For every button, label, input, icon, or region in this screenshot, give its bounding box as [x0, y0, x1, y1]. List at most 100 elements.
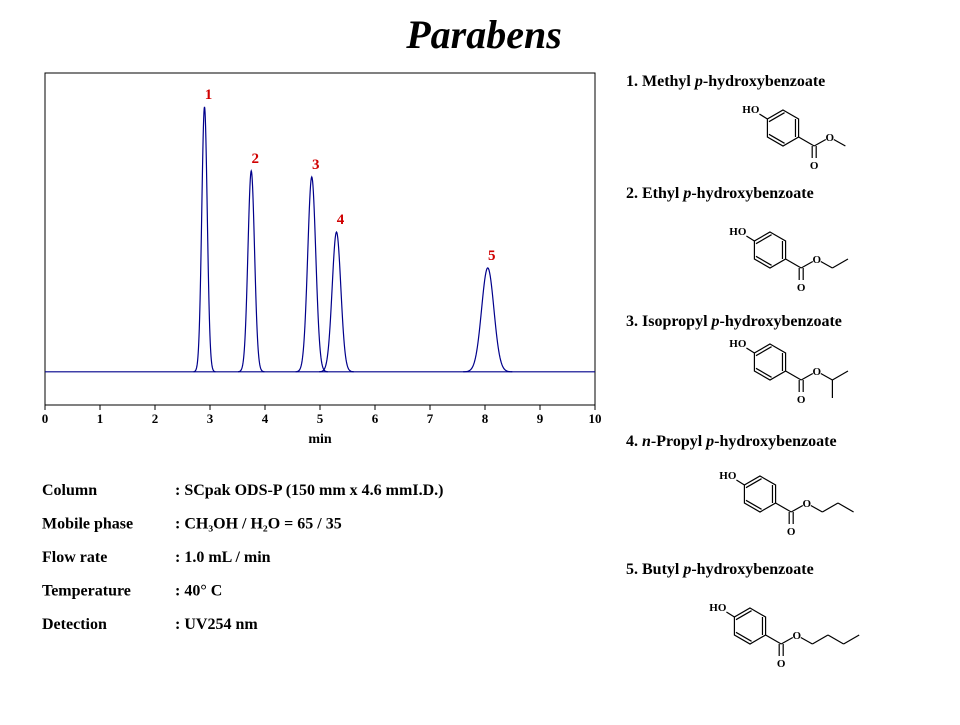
- structure: [736, 475, 854, 524]
- bond: [798, 136, 815, 147]
- compound-name-part: n: [642, 433, 651, 450]
- ring-double-bond: [755, 234, 772, 245]
- compound-name-part: p: [681, 561, 691, 578]
- atom-label: O: [793, 630, 802, 642]
- x-tick-label: 1: [97, 411, 104, 426]
- compound-name-part: 4.: [626, 433, 642, 450]
- peak-label: 5: [488, 248, 496, 264]
- peak-label: 1: [205, 87, 213, 103]
- atom-label: HO: [729, 338, 747, 350]
- ring-double-bond: [755, 346, 772, 357]
- x-axis-label: min: [308, 432, 332, 447]
- compound-name-part: -hydroxybenzoate: [714, 433, 836, 450]
- condition-name: Mobile phase: [42, 516, 133, 533]
- compound-name-part: 5. Butyl: [626, 561, 683, 578]
- ring: [743, 475, 777, 513]
- x-tick-label: 6: [372, 411, 379, 426]
- compound-name-part: p: [704, 433, 714, 450]
- bond: [736, 479, 745, 486]
- bond: [775, 502, 792, 513]
- condition-name: Temperature: [42, 583, 131, 600]
- x-tick-label: 2: [152, 411, 159, 426]
- atom-label: O: [797, 282, 806, 294]
- atom-label: O: [810, 160, 819, 172]
- ring: [733, 607, 767, 645]
- bond: [813, 138, 827, 147]
- ring-double-bond: [745, 499, 762, 510]
- compound-name-part: -hydroxybenzoate: [691, 185, 813, 202]
- bond: [726, 611, 735, 618]
- bond: [820, 372, 833, 381]
- atom-label: O: [826, 132, 835, 144]
- x-tick-label: 8: [482, 411, 489, 426]
- bond: [765, 634, 782, 645]
- atom-label: O: [787, 526, 796, 538]
- bond: [800, 372, 814, 381]
- ring-double-bond: [768, 112, 785, 123]
- ring: [753, 231, 787, 269]
- peak: [319, 230, 354, 373]
- bond: [843, 634, 860, 645]
- atom-label: HO: [719, 470, 737, 482]
- ring-double-bond: [768, 133, 785, 144]
- compound-name-part: -hydroxybenzoate: [720, 313, 842, 330]
- compound-name: 3. Isopropyl p-hydroxybenzoate: [626, 313, 842, 330]
- x-tick-label: 7: [427, 411, 434, 426]
- bond: [780, 636, 794, 645]
- structure: [759, 109, 846, 158]
- peak: [295, 175, 328, 373]
- bond: [832, 258, 849, 269]
- bond: [832, 370, 849, 381]
- condition-value: : UV254 nm: [175, 616, 258, 633]
- condition-name: Column: [42, 482, 97, 499]
- bond: [810, 504, 823, 513]
- bond: [812, 634, 829, 645]
- bond: [800, 260, 814, 269]
- structure: [746, 343, 849, 398]
- compound-name-part: -hydroxybenzoate: [691, 561, 813, 578]
- structure: [726, 607, 860, 656]
- bond: [746, 347, 755, 354]
- condition-value: : 40° C: [175, 583, 222, 600]
- bond: [790, 504, 804, 513]
- bond: [822, 502, 839, 513]
- peak: [463, 267, 513, 373]
- x-tick-label: 5: [317, 411, 324, 426]
- bond: [746, 235, 755, 242]
- x-tick-label: 4: [262, 411, 269, 426]
- atom-label: HO: [709, 602, 727, 614]
- structure: [746, 231, 849, 280]
- atom-label: HO: [742, 104, 760, 116]
- condition-value: : SCpak ODS-P (150 mm x 4.6 mmI.D.): [175, 482, 443, 499]
- x-tick-label: 3: [207, 411, 214, 426]
- condition-value: : 1.0 mL / min: [175, 549, 271, 566]
- atom-label: HO: [729, 226, 747, 238]
- ring-double-bond: [755, 367, 772, 378]
- x-tick-label: 9: [537, 411, 544, 426]
- compound-name-part: 3. Isopropyl: [626, 313, 712, 330]
- condition-name: Detection: [42, 616, 107, 633]
- compound-name: 5. Butyl p-hydroxybenzoate: [626, 561, 814, 578]
- compound-name-part: p: [693, 73, 703, 90]
- atom-label: O: [813, 254, 822, 266]
- bond: [833, 138, 846, 147]
- compound-name-part: 1. Methyl: [626, 73, 695, 90]
- x-tick-label: 10: [589, 411, 602, 426]
- ring: [766, 109, 800, 147]
- ring-double-bond: [755, 255, 772, 266]
- bond: [759, 113, 768, 120]
- compound-name-part: -hydroxybenzoate: [703, 73, 825, 90]
- compound-name: 2. Ethyl p-hydroxybenzoate: [626, 185, 814, 202]
- compound-name-part: 2. Ethyl: [626, 185, 683, 202]
- compound-name: 1. Methyl p-hydroxybenzoate: [626, 73, 825, 90]
- peak-label: 4: [337, 212, 345, 228]
- peak-label: 2: [252, 151, 260, 167]
- chart-title: Parabens: [405, 12, 562, 57]
- atom-label: O: [813, 366, 822, 378]
- x-tick-label: 0: [42, 411, 49, 426]
- plot-frame: [44, 72, 596, 406]
- compound-name-part: p: [681, 185, 691, 202]
- compound-name-part: -Propyl: [651, 433, 706, 450]
- compound-name: 4. n-Propyl p-hydroxybenzoate: [626, 433, 837, 450]
